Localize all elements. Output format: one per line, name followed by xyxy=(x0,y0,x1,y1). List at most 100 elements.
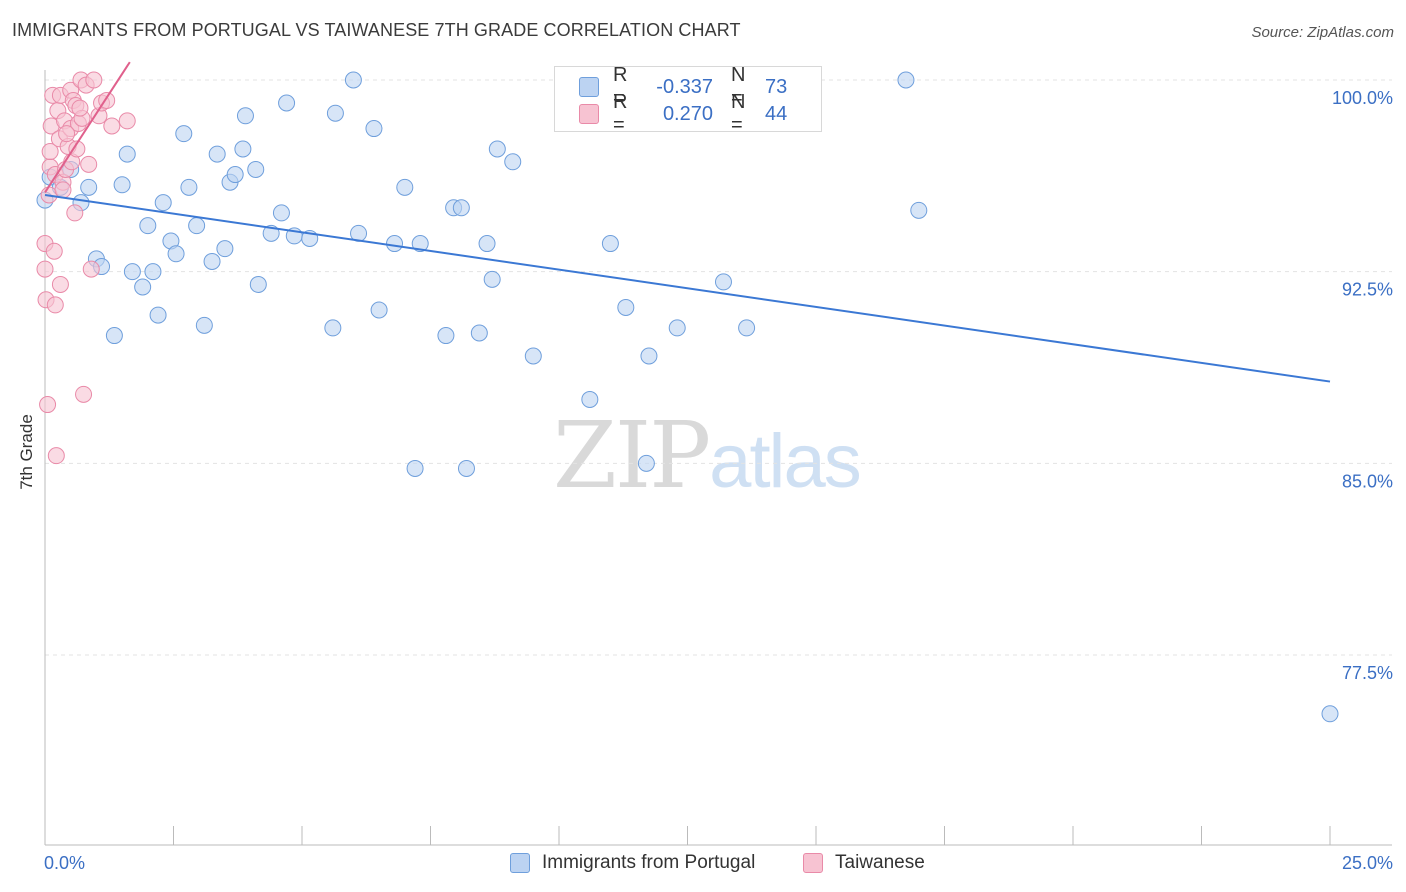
data-point-portugal xyxy=(483,270,501,288)
data-point-taiwanese xyxy=(51,275,69,293)
data-point-portugal xyxy=(175,125,193,143)
data-point-portugal xyxy=(488,140,506,158)
data-point-portugal xyxy=(897,71,915,89)
data-point-portugal xyxy=(123,263,141,281)
legend-n-value: 73 xyxy=(765,75,788,98)
data-point-portugal xyxy=(249,275,267,293)
legend-swatch-blue xyxy=(510,853,530,873)
data-point-portugal xyxy=(105,327,123,345)
data-point-taiwanese xyxy=(39,396,57,414)
data-point-portugal xyxy=(617,298,635,316)
trendline-taiwanese xyxy=(44,61,131,193)
data-point-taiwanese xyxy=(47,447,65,465)
data-point-portugal xyxy=(144,263,162,281)
data-point-taiwanese xyxy=(41,143,59,161)
data-point-portugal xyxy=(910,201,928,219)
data-point-taiwanese xyxy=(80,155,98,173)
data-point-taiwanese xyxy=(45,242,63,260)
y-tick-label: 92.5% xyxy=(1342,280,1393,300)
data-point-portugal xyxy=(180,178,198,196)
data-point-portugal xyxy=(668,319,686,337)
data-point-portugal xyxy=(203,252,221,270)
data-point-portugal xyxy=(134,278,152,296)
data-point-taiwanese xyxy=(54,181,72,199)
data-point-portugal xyxy=(386,235,404,253)
legend-swatch-pink xyxy=(579,104,599,124)
y-tick-label: 100.0% xyxy=(1332,88,1393,108)
data-point-portugal xyxy=(344,71,362,89)
legend-r-label: R = xyxy=(613,64,628,109)
data-point-portugal xyxy=(113,176,131,194)
data-point-portugal xyxy=(406,459,424,477)
data-point-portugal xyxy=(504,153,522,171)
data-point-portugal xyxy=(470,324,488,342)
y-axis-label: 7th Grade xyxy=(17,414,36,490)
data-point-portugal xyxy=(714,273,732,291)
watermark: ZIPatlas xyxy=(553,402,862,509)
data-point-portugal xyxy=(370,301,388,319)
data-point-portugal xyxy=(324,319,342,337)
data-point-taiwanese xyxy=(103,117,121,135)
legend-row-taiwanese: R = 0.270 N = 44 xyxy=(579,91,788,136)
data-point-portugal xyxy=(80,178,98,196)
watermark-atlas: atlas xyxy=(709,419,862,504)
data-point-portugal xyxy=(272,204,290,222)
data-point-portugal xyxy=(167,245,185,263)
data-point-portugal xyxy=(452,199,470,217)
x-tick-label: 0.0% xyxy=(44,853,85,873)
data-point-taiwanese xyxy=(85,71,103,89)
data-point-taiwanese xyxy=(46,296,64,314)
legend-n-label: N = xyxy=(731,64,746,109)
data-point-taiwanese xyxy=(68,140,86,158)
data-point-portugal xyxy=(234,140,252,158)
data-point-portugal xyxy=(1321,705,1339,723)
watermark-zip: ZIP xyxy=(553,402,711,509)
data-point-portugal xyxy=(149,306,167,324)
correlation-legend: R = -0.337 N = 73 R = 0.270 N = 44 xyxy=(554,64,822,136)
x-tick-label: 25.0% xyxy=(1342,853,1393,873)
data-point-taiwanese xyxy=(66,204,84,222)
legend-n-label: N = xyxy=(731,91,746,136)
data-point-portugal xyxy=(601,235,619,253)
series-name: Taiwanese xyxy=(835,852,925,873)
data-point-portugal xyxy=(457,459,475,477)
source-credit: Source: ZipAtlas.com xyxy=(1251,24,1394,41)
data-point-portugal xyxy=(195,316,213,334)
data-point-portugal xyxy=(208,145,226,163)
data-point-taiwanese xyxy=(71,99,89,117)
data-point-portugal xyxy=(236,107,254,125)
data-point-portugal xyxy=(226,166,244,184)
data-point-portugal xyxy=(139,217,157,235)
legend-r-value: -0.337 xyxy=(656,75,713,98)
legend-swatch-pink xyxy=(803,853,823,873)
legend-row-portugal: R = -0.337 N = 73 xyxy=(579,64,788,109)
data-point-portugal xyxy=(738,319,756,337)
data-point-portugal xyxy=(581,390,599,408)
data-point-portugal xyxy=(118,145,136,163)
y-tick-label: 85.0% xyxy=(1342,471,1393,491)
legend-n-value: 44 xyxy=(765,102,788,125)
data-point-portugal xyxy=(247,160,265,178)
data-point-taiwanese xyxy=(82,260,100,278)
data-point-portugal xyxy=(154,194,172,212)
series-name: Immigrants from Portugal xyxy=(542,852,756,873)
data-point-portugal xyxy=(326,104,344,122)
data-point-portugal xyxy=(216,240,234,258)
legend-r-label: R = xyxy=(613,91,628,136)
data-point-portugal xyxy=(524,347,542,365)
series-legend-portugal: Immigrants from Portugal xyxy=(510,852,755,874)
data-point-taiwanese xyxy=(36,260,54,278)
data-point-portugal xyxy=(437,327,455,345)
trendline-portugal xyxy=(44,194,1331,383)
series-legend-taiwanese: Taiwanese xyxy=(803,852,925,874)
data-point-portugal xyxy=(640,347,658,365)
data-point-taiwanese xyxy=(58,125,76,143)
data-point-portugal xyxy=(396,178,414,196)
data-point-portugal xyxy=(478,235,496,253)
data-point-portugal xyxy=(188,217,206,235)
y-tick-label: 77.5% xyxy=(1342,663,1393,683)
data-point-portugal xyxy=(411,235,429,253)
data-point-taiwanese xyxy=(75,385,93,403)
legend-r-value: 0.270 xyxy=(662,102,713,125)
